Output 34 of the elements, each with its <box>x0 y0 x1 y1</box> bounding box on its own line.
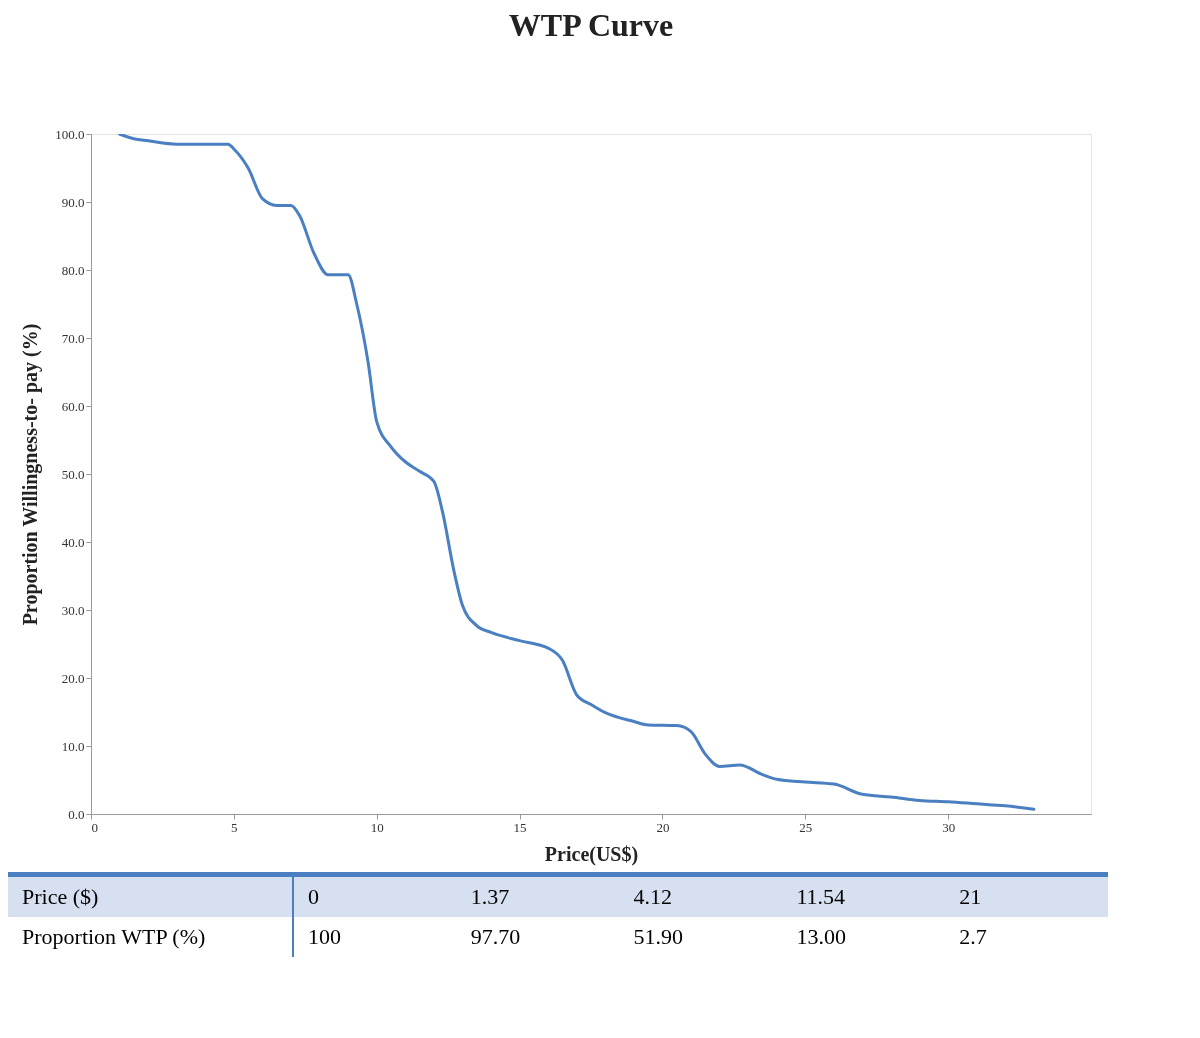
text: 21 <box>945 874 1108 917</box>
text: 51.90 <box>632 923 685 951</box>
x-tick-label: 10 <box>370 819 384 835</box>
line-series <box>118 134 1036 811</box>
chart-title: WTP Curve <box>508 7 674 43</box>
x-tick-label: 0 <box>91 819 98 835</box>
x-axis-title: Price(US$) <box>544 842 639 866</box>
text: 2.7 <box>958 923 988 951</box>
text: 4.12 <box>619 874 783 917</box>
y-tick-label: 40.0 <box>61 534 85 550</box>
text: Price ($) <box>8 874 293 917</box>
y-tick-label: 0.0 <box>68 806 85 822</box>
y-tick-label: 10.0 <box>61 738 85 754</box>
y-tick-label: 30.0 <box>61 602 85 618</box>
x-tick-label: 15 <box>513 819 527 835</box>
y-tick-label: 100.0 <box>55 126 85 142</box>
text: 100 <box>306 923 342 951</box>
text: 1.37 <box>456 874 620 917</box>
text: 13.00 <box>795 923 847 951</box>
y-tick-label: 70.0 <box>61 330 85 346</box>
y-axis-title: Proportion Willingness-to- pay (%) <box>19 323 43 626</box>
text: 11.54 <box>782 874 946 917</box>
y-tick-label: 50.0 <box>61 466 85 482</box>
x-tick-label: 20 <box>656 819 670 835</box>
y-tick-label: 90.0 <box>61 194 85 210</box>
x-tick-label: 5 <box>231 819 238 835</box>
text: 97.70 <box>469 923 522 951</box>
y-tick-label: 60.0 <box>61 398 85 414</box>
x-tick-label: 25 <box>799 819 813 835</box>
text: 0 <box>292 874 457 917</box>
y-tick-label: 80.0 <box>61 262 85 278</box>
text: Proportion WTP (%) <box>8 917 293 957</box>
x-tick-label: 30 <box>942 819 956 835</box>
y-tick-label: 20.0 <box>61 670 85 686</box>
